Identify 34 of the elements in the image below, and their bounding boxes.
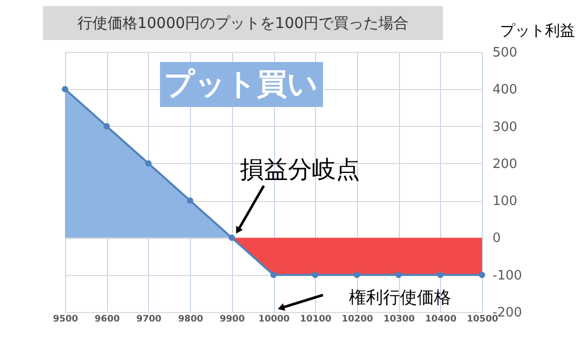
x-tick-label: 10500	[466, 314, 498, 324]
y-tick-label: -100	[492, 268, 522, 284]
point	[312, 272, 318, 278]
point	[62, 86, 68, 92]
x-tick-label: 10100	[300, 314, 332, 324]
x-tick-label: 9900	[220, 314, 245, 324]
point	[228, 234, 235, 241]
y-tick-label: 500	[492, 46, 518, 60]
annotation: 損益分岐点	[240, 156, 360, 184]
x-tick-label: 10400	[425, 314, 456, 324]
y-tick-label: 200	[492, 156, 518, 172]
x-tick-label: 10200	[342, 314, 374, 324]
x-tick-label: 9700	[136, 314, 162, 324]
point	[270, 272, 277, 278]
annotation: 権利行使価格	[349, 288, 451, 308]
y-tick-label: 400	[492, 82, 518, 98]
point	[145, 160, 152, 167]
y-axis-title: プット利益	[500, 22, 575, 40]
y-tick-label: 0	[492, 231, 501, 246]
point	[478, 272, 486, 278]
x-tick-label: 10000	[258, 314, 290, 324]
point	[395, 272, 402, 278]
x-tick-label: 9500	[52, 314, 78, 324]
point	[354, 272, 360, 278]
x-tick-label: 9800	[178, 314, 204, 324]
point	[437, 272, 444, 278]
annotation: プット買い	[164, 67, 318, 102]
y-tick-label: 100	[492, 194, 518, 210]
chart-title: 行使価格10000円のプットを100円で買った場合	[77, 14, 409, 32]
x-tick-label: 9600	[94, 314, 120, 324]
point	[104, 123, 110, 130]
y-tick-label: 300	[492, 120, 518, 135]
x-tick-label: 10300	[383, 314, 415, 324]
point	[186, 197, 194, 204]
